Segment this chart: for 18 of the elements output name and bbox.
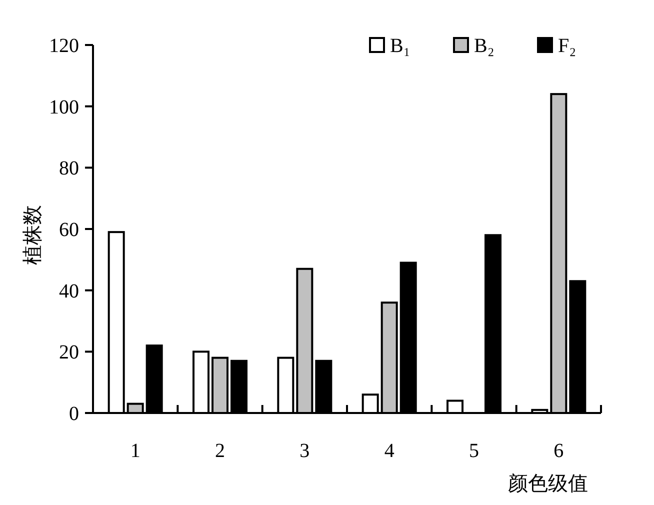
y-tick-label: 0 <box>69 403 79 425</box>
y-tick-label: 100 <box>49 96 79 118</box>
x-tick-label: 2 <box>215 440 225 462</box>
x-tick-label: 5 <box>469 440 479 462</box>
x-tick-label: 1 <box>130 440 140 462</box>
legend-label: B₁ <box>390 35 410 57</box>
x-axis-title: 颜色级值 <box>508 473 588 495</box>
y-tick-label: 60 <box>59 219 79 241</box>
y-tick-label: 20 <box>59 342 79 364</box>
y-tick-label: 80 <box>59 158 79 180</box>
legend-label: B₂ <box>474 35 494 57</box>
x-tick-label: 4 <box>384 440 394 462</box>
x-tick-label: 6 <box>554 440 564 462</box>
y-tick-label: 120 <box>49 35 79 57</box>
x-tick-label: 3 <box>300 440 310 462</box>
y-axis-title: 植株数 <box>22 205 44 265</box>
y-tick-label: 40 <box>59 280 79 302</box>
legend-label: F₂ <box>558 35 576 57</box>
